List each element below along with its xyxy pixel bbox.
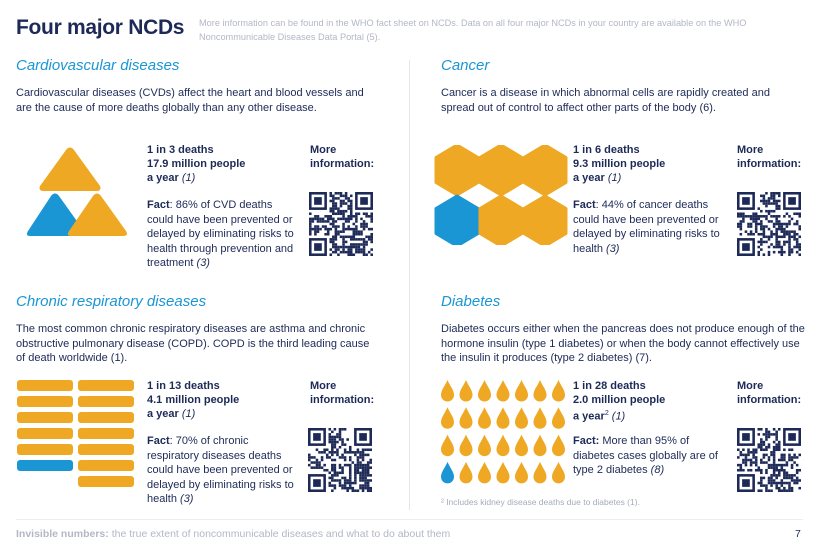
- drop-icon: [459, 407, 473, 429]
- drop-icon: [478, 407, 491, 429]
- cvd-description: Cardiovascular diseases (CVDs) affect th…: [16, 87, 364, 114]
- cancer-title: Cancer: [441, 57, 490, 74]
- hexagon-icon: [522, 145, 568, 197]
- diabetes-drops-icon: [441, 380, 565, 484]
- bar-icon: [78, 412, 134, 423]
- crd-title: Chronic respiratory diseases: [16, 293, 207, 310]
- bar-icon: [17, 412, 73, 423]
- bar-icon: [17, 396, 73, 407]
- drop-icon: [459, 380, 473, 402]
- drop-icon: [552, 461, 565, 484]
- drop-icon: [441, 407, 454, 429]
- crd-qr-code[interactable]: [308, 428, 372, 492]
- bar-icon: [78, 380, 134, 391]
- bar-icon: [78, 476, 134, 487]
- bar-icon: [78, 396, 134, 407]
- hexagon-icon: [478, 194, 524, 245]
- drop-icon: [441, 380, 454, 402]
- bar-icon-highlighted: [17, 460, 73, 471]
- drop-icon: [459, 461, 473, 484]
- drop-icon: [478, 434, 491, 457]
- diabetes-description: Diabetes occurs either when the pancreas…: [441, 323, 805, 364]
- drop-icon: [515, 434, 528, 457]
- drop-icon: [478, 461, 491, 484]
- drop-icon: [496, 461, 510, 484]
- cancer-qr-code[interactable]: [737, 192, 801, 256]
- page-title: Four major NCDs: [16, 16, 185, 39]
- drop-icon: [533, 461, 547, 484]
- bar-icon: [17, 444, 73, 455]
- cvd-fact: Fact: 86% of CVD deaths could have been …: [147, 199, 294, 269]
- diabetes-stats: 1 in 28 deaths 2.0 million people a year2…: [573, 380, 666, 423]
- drop-icon: [515, 380, 528, 402]
- drop-icon: [552, 434, 565, 457]
- triangle-icon: [39, 147, 101, 191]
- drop-icon: [496, 434, 510, 457]
- drop-icon: [533, 380, 547, 402]
- diabetes-footnote: ² Includes kidney disease deaths due to …: [441, 497, 640, 507]
- cvd-title: Cardiovascular diseases: [16, 57, 180, 74]
- diabetes-title: Diabetes: [441, 293, 501, 310]
- diabetes-more-info-label: More information:: [737, 380, 802, 406]
- cvd-more-info-label: More information:: [310, 144, 375, 170]
- crd-fact: Fact: 70% of chronic respiratory disease…: [147, 435, 294, 505]
- drop-icon: [552, 380, 565, 402]
- drop-icon-highlighted: [441, 461, 454, 484]
- drop-icon: [515, 407, 528, 429]
- drop-icon: [533, 434, 547, 457]
- drop-icon: [515, 461, 528, 484]
- cancer-hexagons-icon: [434, 145, 568, 245]
- diabetes-fact: Fact: More than 95% of diabetes cases gl…: [573, 435, 718, 476]
- bar-icon: [17, 380, 73, 391]
- cvd-stats: 1 in 3 deaths 17.9 million people a year …: [147, 144, 246, 184]
- cancer-description: Cancer is a disease in which abnormal ce…: [441, 87, 770, 114]
- cancer-more-info-label: More information:: [737, 144, 802, 170]
- drop-icon: [459, 434, 473, 457]
- bar-icon: [78, 444, 134, 455]
- hexagon-icon: [478, 145, 524, 197]
- cancer-fact: Fact: 44% of cancer deaths could have be…: [573, 199, 720, 255]
- hexagon-icon: [522, 194, 568, 245]
- drop-icon: [533, 407, 547, 429]
- crd-description: The most common chronic respiratory dise…: [16, 323, 370, 364]
- hexagon-icon-highlighted: [434, 194, 480, 245]
- footer-divider: [16, 519, 803, 520]
- drop-icon: [496, 407, 510, 429]
- footer-text: Invisible numbers: the true extent of no…: [16, 528, 451, 540]
- diabetes-qr-code[interactable]: [737, 428, 801, 492]
- bar-icon: [17, 428, 73, 439]
- drop-icon: [478, 380, 491, 402]
- drop-icon: [552, 407, 565, 429]
- crd-more-info-label: More information:: [310, 380, 375, 406]
- drop-icon: [441, 434, 454, 457]
- cvd-qr-code[interactable]: [309, 192, 373, 256]
- bar-icon: [78, 460, 134, 471]
- cvd-triangles-icon: [26, 147, 127, 236]
- cancer-stats: 1 in 6 deaths 9.3 million people a year (…: [573, 144, 666, 184]
- triangle-icon: [67, 193, 127, 236]
- crd-stats: 1 in 13 deaths 4.1 million people a year …: [147, 380, 240, 420]
- triangle-icon-highlighted: [26, 193, 85, 236]
- column-divider: [409, 60, 410, 510]
- intro-text: More information can be found in the WHO…: [199, 18, 747, 42]
- bar-icon: [78, 428, 134, 439]
- hexagon-icon: [434, 145, 480, 197]
- drop-icon: [496, 380, 510, 402]
- page-number: 7: [795, 528, 801, 540]
